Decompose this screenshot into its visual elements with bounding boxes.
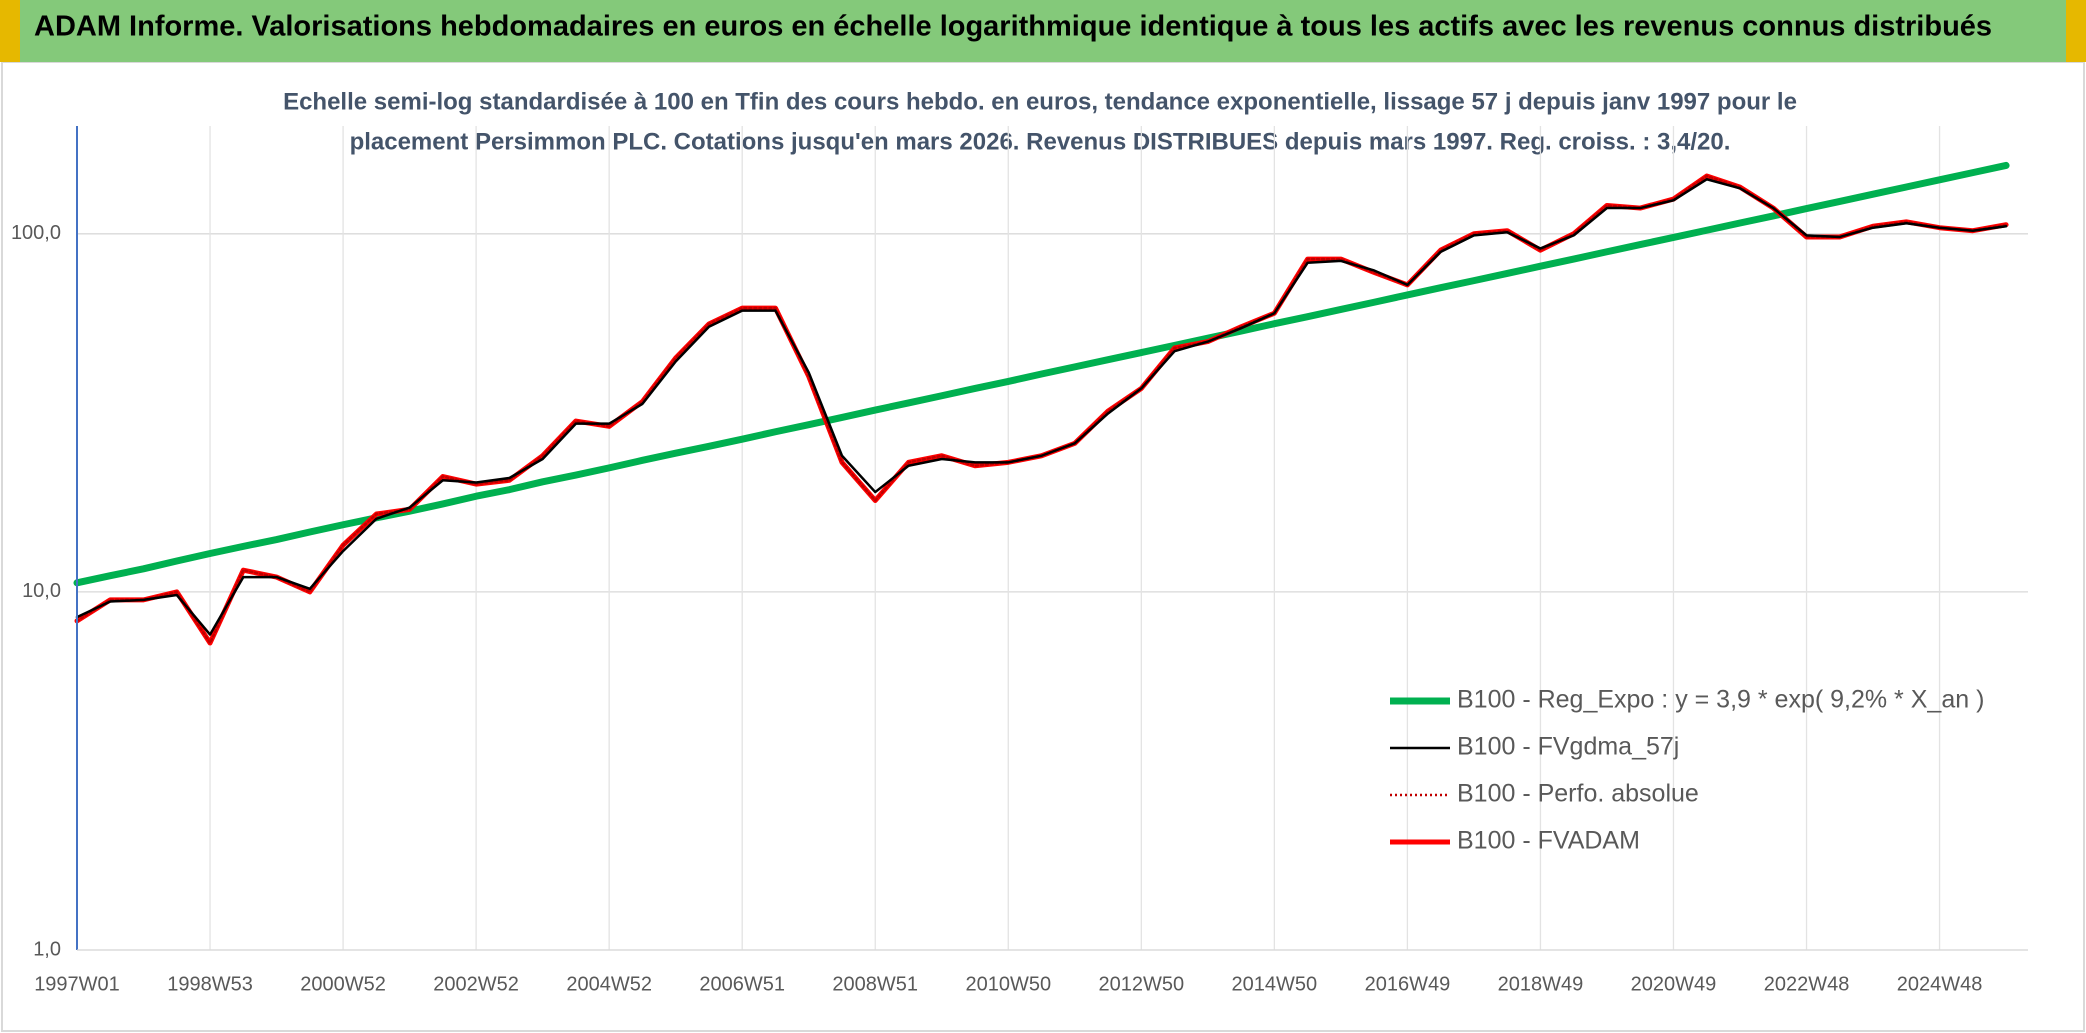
x-tick-label: 2006W51 [699, 973, 785, 995]
y-tick-label: 100,0 [11, 222, 61, 244]
x-tick-label: 2016W49 [1365, 973, 1451, 995]
x-tick-label: 1997W01 [34, 973, 120, 995]
x-tick-label: 2012W50 [1099, 973, 1185, 995]
x-tick-label: 2022W48 [1764, 973, 1850, 995]
legend-label: B100 - FVADAM [1457, 827, 1640, 855]
legend: B100 - Reg_Expo : y = 3,9 * exp( 9,2% * … [1390, 686, 1984, 855]
x-tick-label: 2004W52 [566, 973, 652, 995]
x-tick-label: 2008W51 [832, 973, 918, 995]
header-band [20, 0, 2066, 62]
y-tick-label: 1,0 [33, 938, 61, 960]
legend-label: B100 - FVgdma_57j [1457, 733, 1679, 761]
x-tick-label: 2020W49 [1631, 973, 1717, 995]
x-tick-label: 2014W50 [1232, 973, 1318, 995]
y-tick-label: 10,0 [22, 580, 61, 602]
x-tick-label: 2010W50 [965, 973, 1051, 995]
chart-subtitle: placement Persimmon PLC. Cotations jusqu… [350, 128, 1731, 155]
x-tick-label: 2002W52 [433, 973, 519, 995]
plot-area [73, 161, 2010, 646]
series-line [75, 178, 2008, 636]
x-tick-label: 2018W49 [1498, 973, 1584, 995]
x-tick-label: 2000W52 [300, 973, 386, 995]
chart-subtitle: Echelle semi-log standardisée à 100 en T… [283, 88, 1797, 115]
legend-label: B100 - Reg_Expo : y = 3,9 * exp( 9,2% * … [1457, 686, 1984, 714]
chart-title: ADAM Informe. Valorisations hebdomadaire… [34, 11, 1992, 43]
x-tick-label: 2024W48 [1897, 973, 1983, 995]
legend-label: B100 - Perfo. absolue [1457, 780, 1699, 808]
x-tick-label: 1998W53 [167, 973, 253, 995]
axes: 1,0 10,0 100,0 1997W01 1998W53 2000W52 2002W52… [11, 126, 2028, 995]
